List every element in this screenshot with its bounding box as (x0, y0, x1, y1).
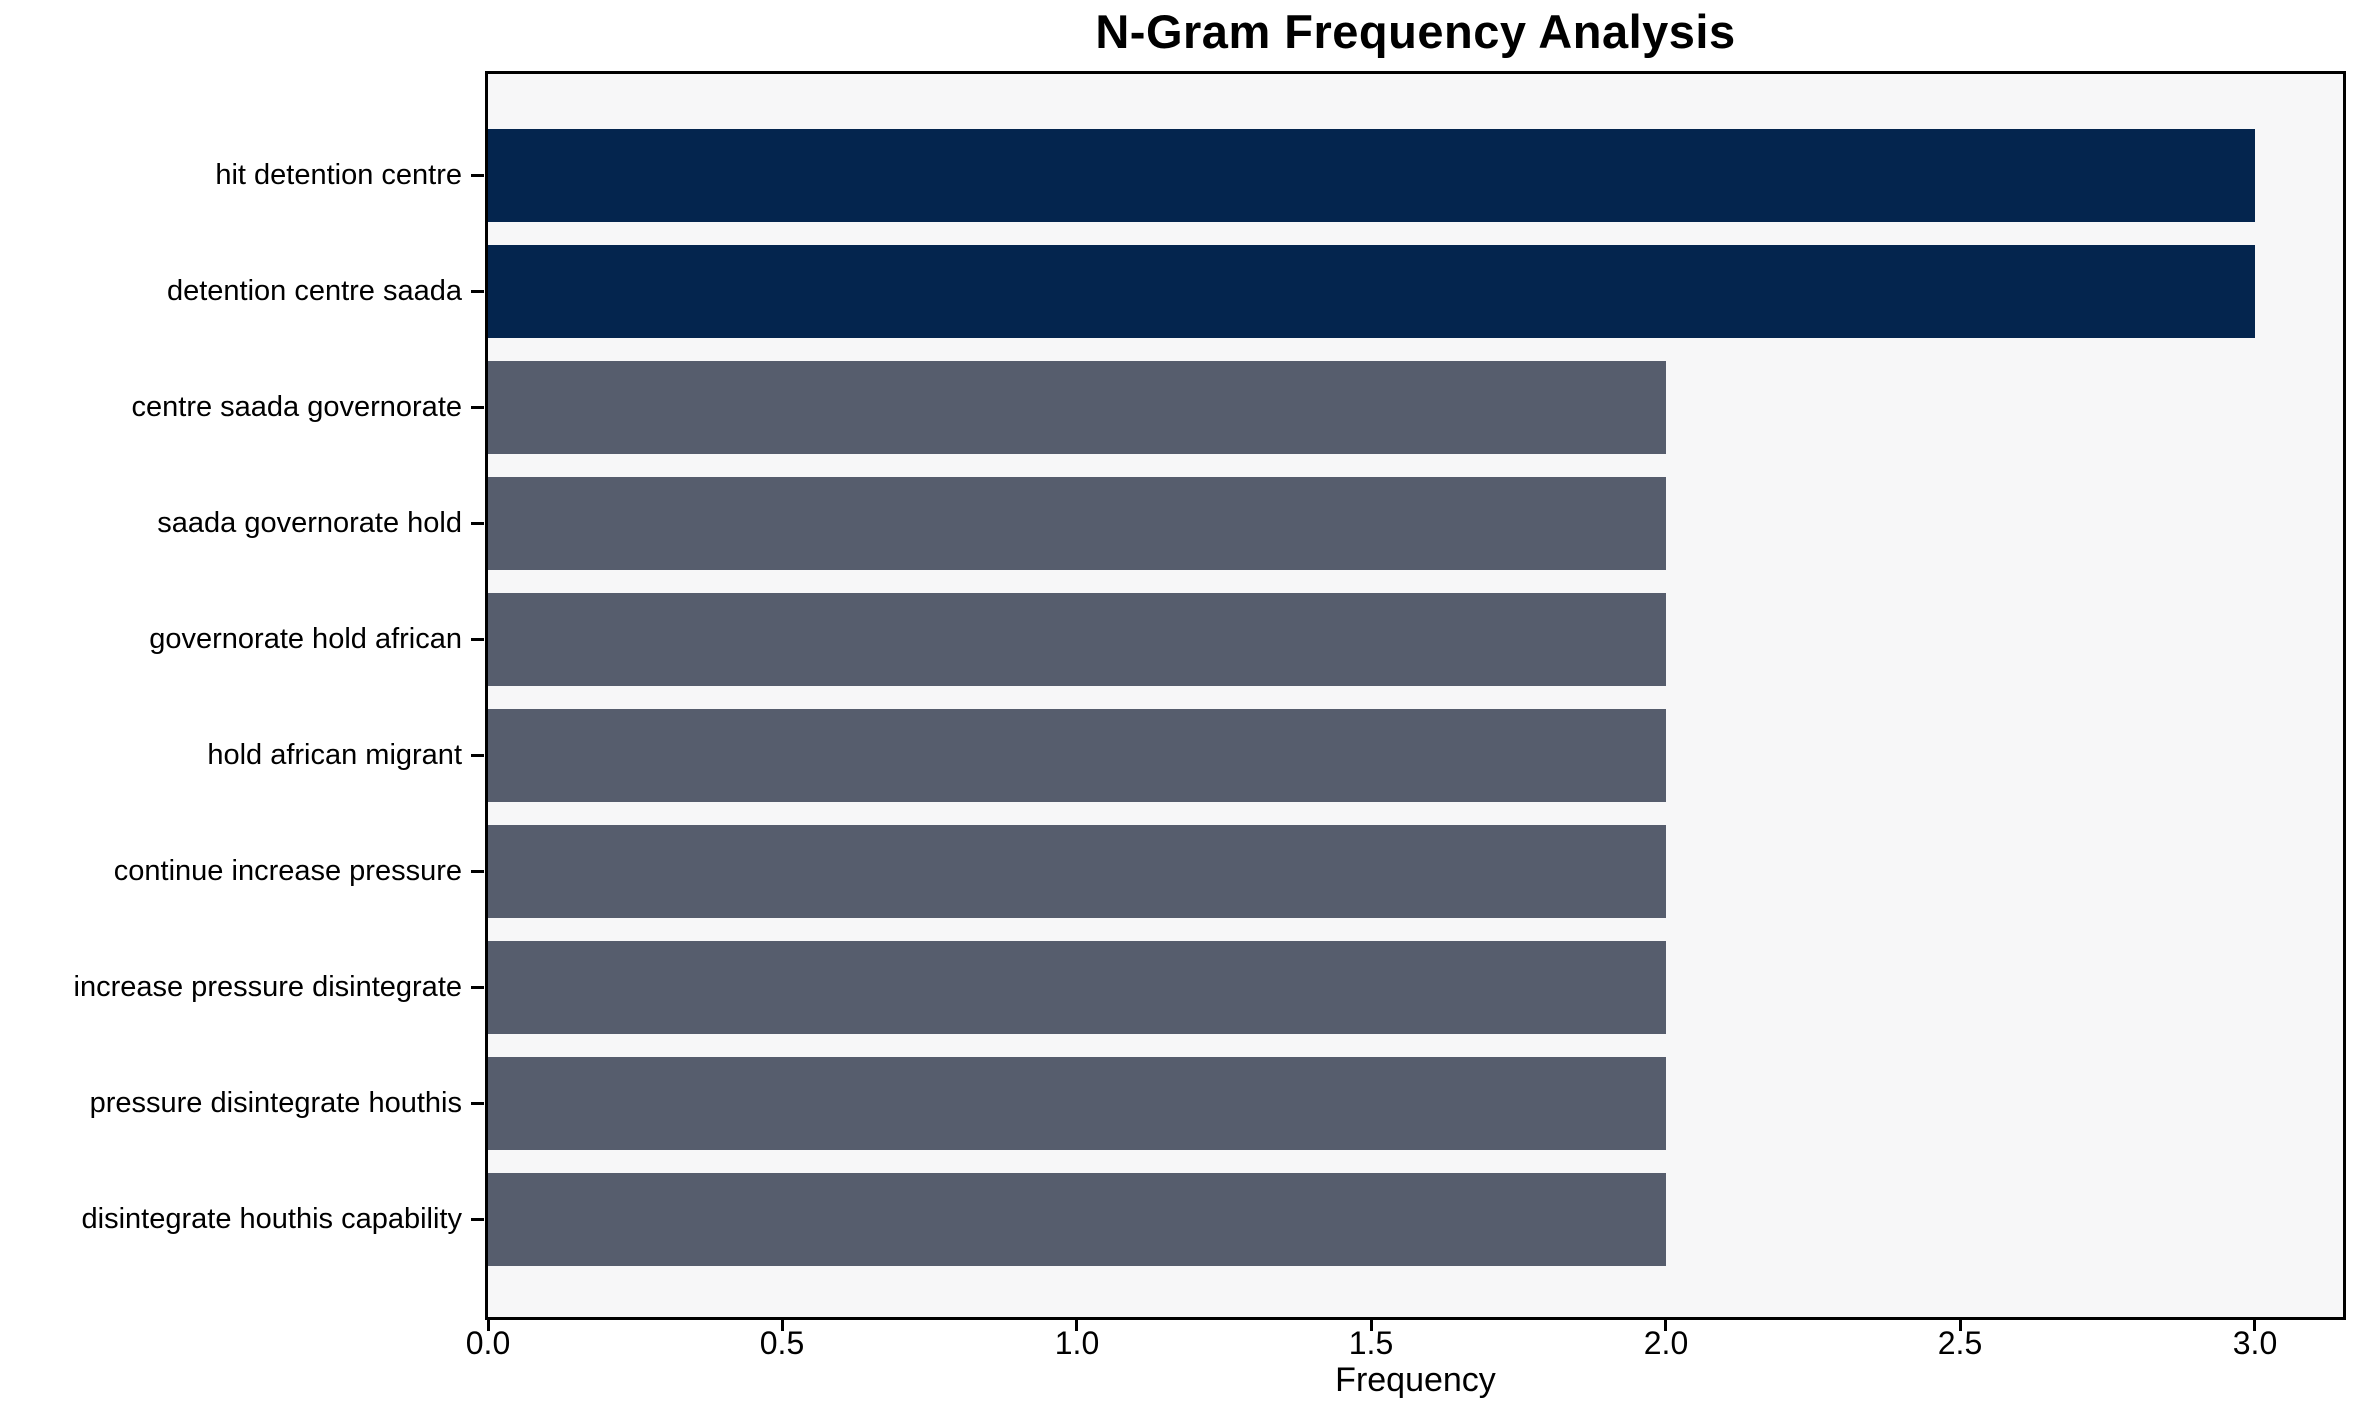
x-tick (1959, 1320, 1962, 1331)
y-tick (471, 870, 484, 873)
bar (488, 360, 1666, 454)
x-tick-label: 0.5 (759, 1325, 805, 1361)
y-tick-label: centre saada governorate (131, 391, 463, 423)
bar (488, 592, 1666, 686)
bar (488, 940, 1666, 1034)
y-tick (471, 1102, 484, 1105)
y-tick (471, 522, 484, 525)
y-tick-label: hold african migrant (207, 739, 462, 771)
bar (488, 1172, 1666, 1266)
y-tick-label: hit detention centre (215, 159, 462, 191)
y-tick (471, 986, 484, 989)
y-tick-label: pressure disintegrate houthis (89, 1087, 462, 1119)
y-tick (471, 406, 484, 409)
x-tick-label: 1.0 (1054, 1325, 1100, 1361)
bar (488, 1056, 1666, 1150)
x-tick (487, 1320, 490, 1331)
x-tick-label: 3.0 (2232, 1325, 2278, 1361)
y-tick (471, 754, 484, 757)
plot-area (485, 71, 2346, 1320)
x-tick (2253, 1320, 2256, 1331)
y-tick-label: disintegrate houthis capability (81, 1203, 462, 1235)
y-tick-label: governorate hold african (149, 623, 462, 655)
bar (488, 128, 2255, 222)
y-tick-label: detention centre saada (166, 275, 462, 307)
x-tick (1075, 1320, 1078, 1331)
x-axis-label: Frequency (1335, 1361, 1496, 1399)
x-tick-label: 2.5 (1937, 1325, 1983, 1361)
x-tick (1370, 1320, 1373, 1331)
y-tick (471, 290, 484, 293)
y-tick (471, 174, 484, 177)
y-tick (471, 638, 484, 641)
y-tick-label: increase pressure disintegrate (73, 971, 462, 1003)
bar (488, 708, 1666, 802)
y-tick-label: continue increase pressure (113, 855, 462, 887)
x-tick-label: 1.5 (1348, 1325, 1394, 1361)
y-tick (471, 1218, 484, 1221)
chart-title: N-Gram Frequency Analysis (1095, 5, 1736, 58)
x-tick (781, 1320, 784, 1331)
bar (488, 244, 2255, 338)
x-tick-label: 0.0 (465, 1325, 511, 1361)
x-tick (1664, 1320, 1667, 1331)
y-tick-label: saada governorate hold (157, 507, 462, 539)
bar (488, 476, 1666, 570)
x-tick-label: 2.0 (1643, 1325, 1689, 1361)
bar (488, 824, 1666, 918)
